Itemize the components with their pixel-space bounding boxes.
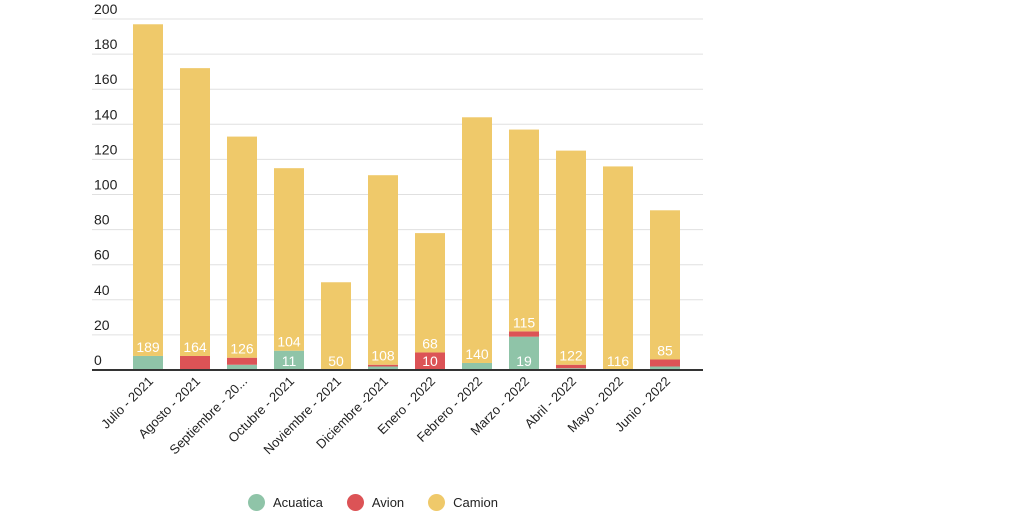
bar-segment-camion — [415, 233, 445, 353]
y-tick-label: 200 — [94, 1, 118, 17]
legend-label: Acuatica — [273, 495, 323, 510]
legend-swatch — [428, 494, 446, 511]
y-tick-label: 80 — [94, 212, 110, 228]
data-label: 164 — [183, 339, 207, 355]
data-label: 116 — [607, 353, 630, 369]
bar-segment-camion — [227, 136, 257, 358]
data-label: 108 — [371, 348, 395, 364]
bar-segment-acuatica — [227, 364, 257, 370]
bar-segment-camion — [321, 282, 351, 370]
y-tick-label: 100 — [94, 177, 118, 193]
y-tick-label: 140 — [94, 106, 118, 122]
bar-segment-camion — [650, 210, 680, 360]
bar-segment-acuatica — [462, 362, 492, 370]
bar-segment-acuatica — [274, 350, 304, 370]
bar-segment-camion — [133, 24, 163, 356]
bar-segment-avion — [509, 331, 539, 337]
data-label: 122 — [559, 348, 583, 364]
data-label: 140 — [465, 346, 489, 362]
bar-segment-acuatica — [133, 355, 163, 370]
y-tick-label: 0 — [94, 352, 102, 368]
y-tick-label: 20 — [94, 317, 110, 333]
data-label: 189 — [136, 339, 160, 355]
legend: Acuatica Avion Camion — [248, 494, 508, 511]
data-label: 10 — [422, 353, 438, 369]
bar-segment-camion — [274, 168, 304, 351]
data-label: 104 — [277, 334, 301, 350]
legend-swatch — [248, 494, 265, 511]
y-tick-label: 120 — [94, 141, 118, 157]
legend-label: Avion — [371, 495, 405, 510]
data-label: 68 — [422, 335, 438, 351]
bar-segment-avion — [180, 355, 210, 370]
legend-item-camion[interactable]: Camion — [428, 494, 498, 511]
legend-label: Camion — [453, 495, 498, 510]
data-label: 50 — [328, 353, 344, 369]
bar-segment-acuatica — [368, 366, 398, 370]
bar-segment-avion — [368, 364, 398, 367]
bar-segment-camion — [462, 117, 492, 363]
bar-segment-avion — [650, 359, 680, 367]
data-label: 19 — [516, 353, 532, 369]
bar-segment-camion — [368, 175, 398, 365]
bar-segment-camion — [180, 68, 210, 356]
y-tick-label: 180 — [94, 36, 118, 52]
y-tick-label: 40 — [94, 282, 110, 298]
bar-segment-avion — [415, 352, 445, 370]
legend-swatch — [346, 494, 364, 511]
y-tick-label: 60 — [94, 247, 110, 263]
bar-segment-acuatica — [509, 336, 539, 370]
data-label: 115 — [513, 314, 536, 330]
legend-item-avion[interactable]: Avion — [346, 494, 405, 511]
data-label: 11 — [282, 353, 297, 369]
y-tick-label: 160 — [94, 71, 118, 87]
data-label: 126 — [230, 341, 254, 357]
bar-segment-camion — [509, 129, 539, 332]
bar-segment-camion — [603, 166, 633, 370]
data-label: 85 — [657, 342, 673, 358]
bar-segment-avion — [227, 357, 257, 365]
bar-segment-avion — [556, 364, 586, 369]
bar-segment-camion — [556, 150, 586, 365]
bar-segment-acuatica — [650, 366, 680, 370]
legend-item-acuatica[interactable]: Acuatica — [248, 494, 323, 511]
